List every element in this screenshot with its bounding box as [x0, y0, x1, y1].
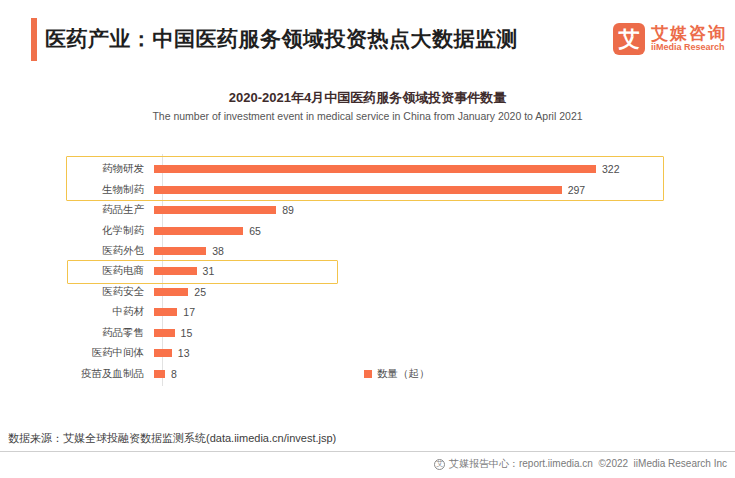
bar-row: 药品零售 15: [0, 323, 735, 343]
header: 医药产业：中国医药服务领域投资热点大数据监测 艾 艾媒咨询 iiMedia Re…: [31, 16, 727, 62]
bar-chart: 药物研发322生物制药297药品生产89化学制药65医药外包38医药电商31医药…: [0, 159, 735, 385]
bar-row: 化学制药 65: [0, 220, 735, 240]
data-source-note: 数据来源：艾媒全球投融资数据监测系统(data.iimedia.cn/inves…: [8, 431, 336, 446]
logo-name-cn: 艾媒咨询: [651, 25, 727, 44]
bar: [154, 165, 596, 173]
bar-row: 生物制药 297: [0, 179, 735, 199]
chart-legend: 数量（起）: [364, 367, 430, 381]
iimedia-footer-icon: 艾: [434, 459, 445, 470]
bar-value-label: 89: [282, 204, 294, 216]
legend-label: 数量（起）: [377, 367, 430, 381]
bar-value-label: 322: [602, 163, 620, 175]
category-label: 药品生产: [0, 203, 154, 217]
bar-row: 医药外包 38: [0, 241, 735, 261]
bar-value-label: 31: [203, 265, 215, 277]
bar-value-label: 13: [178, 347, 190, 359]
bar: [154, 247, 206, 255]
logo-text: 艾媒咨询 iiMedia Research: [651, 25, 727, 54]
page-title: 医药产业：中国医药服务领域投资热点大数据监测: [45, 25, 518, 53]
category-label: 中药材: [0, 305, 154, 319]
bar: [154, 349, 172, 357]
title-accent-bar: [31, 18, 37, 61]
bar-value-label: 8: [171, 368, 177, 380]
category-label: 药品零售: [0, 326, 154, 340]
bar: [154, 288, 188, 296]
category-label: 疫苗及血制品: [0, 367, 154, 381]
bar-row: 医药安全 25: [0, 282, 735, 302]
footer: 艾 艾媒报告中心：report.iimedia.cn ©2022 iiMedia…: [434, 457, 727, 471]
bar: [154, 267, 197, 275]
bar-row: 中药材 17: [0, 302, 735, 322]
iimedia-logo: 艾 艾媒咨询 iiMedia Research: [613, 23, 727, 55]
legend-swatch-icon: [364, 370, 372, 378]
category-label: 医药外包: [0, 244, 154, 258]
footer-divider: [0, 451, 735, 452]
bar-row: 药物研发 322: [0, 159, 735, 179]
report-page: 医药产业：中国医药服务领域投资热点大数据监测 艾 艾媒咨询 iiMedia Re…: [0, 0, 735, 478]
bar-value-label: 17: [183, 306, 195, 318]
logo-name-en: iiMedia Research: [651, 43, 727, 53]
bar-rows: 药物研发322生物制药297药品生产89化学制药65医药外包38医药电商31医药…: [0, 159, 735, 384]
category-label: 医药中间体: [0, 346, 154, 360]
chart-title: 2020-2021年4月中国医药服务领域投资事件数量: [0, 89, 735, 107]
category-label: 医药电商: [0, 264, 154, 278]
bar-value-label: 65: [249, 225, 261, 237]
bar-value-label: 38: [212, 245, 224, 257]
category-label: 化学制药: [0, 224, 154, 238]
chart-subtitle: The number of investment event in medica…: [0, 110, 735, 122]
bar: [154, 329, 175, 337]
bar: [154, 186, 562, 194]
bar-value-label: 25: [194, 286, 206, 298]
category-label: 药物研发: [0, 162, 154, 176]
category-label: 医药安全: [0, 285, 154, 299]
bar-row: 医药中间体 13: [0, 343, 735, 363]
bar-value-label: 297: [568, 184, 586, 196]
iimedia-logo-icon: 艾: [613, 23, 645, 55]
bar: [154, 206, 276, 214]
bar-value-label: 15: [181, 327, 193, 339]
bar-row: 医药电商 31: [0, 261, 735, 281]
bar: [154, 370, 165, 378]
footer-text: 艾媒报告中心：report.iimedia.cn ©2022 iiMedia R…: [449, 457, 727, 471]
bar: [154, 308, 177, 316]
bar-row: 药品生产 89: [0, 200, 735, 220]
category-label: 生物制药: [0, 183, 154, 197]
bar: [154, 227, 243, 235]
